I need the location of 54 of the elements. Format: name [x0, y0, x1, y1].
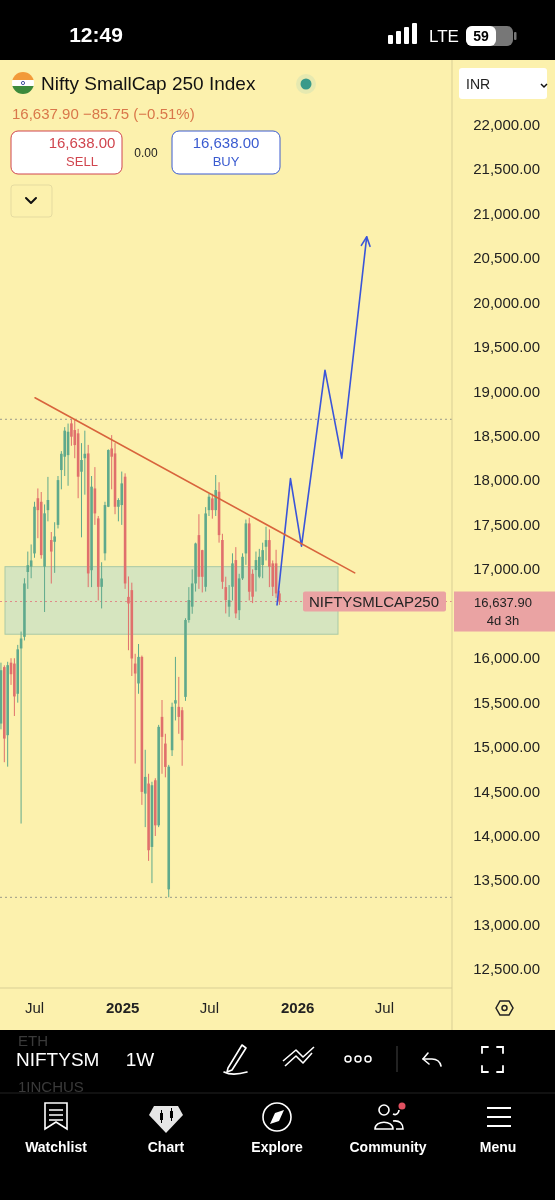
y-tick-label: 12,500.00: [473, 960, 540, 978]
text: Nifty SmallCap 250 Index: [41, 73, 256, 94]
text: 4d 3h: [486, 613, 520, 628]
text: 59: [473, 28, 489, 44]
candlestick: [100, 561, 103, 609]
candlestick: [53, 521, 56, 574]
text: 12:49: [69, 23, 123, 46]
text: Community: [349, 1139, 427, 1155]
y-tick-label: 14,000.00: [473, 827, 540, 844]
text: 16,637.90 −85.75 (−0.51%): [12, 105, 195, 122]
text: INR: [466, 76, 491, 92]
y-tick-label: 17,000.00: [473, 560, 540, 578]
y-tick-label: 19,500.00: [473, 338, 540, 356]
annotation: 16,638.00: [192, 134, 260, 151]
candlestick: [143, 749, 147, 828]
y-tick-label: 17,500.00: [473, 515, 540, 533]
y-tick-label: 18,000.00: [473, 471, 540, 489]
y-tick-label: 20,000.00: [473, 293, 540, 311]
y-tick-label: 13,500.00: [473, 871, 540, 889]
y-tick-label: 15,000.00: [473, 738, 540, 756]
x-tick-label: Jul: [24, 999, 45, 1016]
x-tick-label: 2026: [280, 999, 315, 1016]
x-tick-label: 2025: [106, 999, 140, 1016]
y-tick-label: 20,500.00: [473, 249, 540, 267]
annotation: SELL: [66, 154, 98, 169]
text: Menu: [479, 1139, 517, 1155]
ref-line-label: NIFTYSMLCAP250: [308, 593, 440, 611]
y-tick-label: 15,500.00: [473, 693, 540, 711]
text: Watchlist: [25, 1139, 88, 1155]
x-tick-label: Jul: [374, 999, 395, 1016]
annotation: 0.00: [134, 146, 158, 160]
annotation: BUY: [212, 154, 240, 169]
text: LTE: [429, 27, 459, 46]
candlestick: [214, 474, 217, 517]
x-tick-label: Jul: [199, 999, 220, 1016]
candlestick: [49, 531, 53, 585]
y-tick-label: 19,000.00: [473, 382, 540, 400]
y-tick-label: 18,500.00: [473, 427, 540, 444]
text: 1W: [125, 1049, 155, 1070]
y-tick-label: 14,500.00: [473, 782, 540, 800]
text: 16,637.90: [474, 595, 532, 610]
text: Chart: [147, 1139, 185, 1155]
text: NIFTYSM: [16, 1049, 100, 1070]
text: 1INCHUS: [18, 1078, 84, 1095]
text: ETH: [18, 1032, 48, 1049]
text: Explore: [251, 1139, 303, 1155]
candlestick: [120, 471, 124, 526]
y-tick-label: 13,000.00: [473, 915, 540, 933]
annotation: 16,638.00: [48, 134, 116, 151]
y-tick-label: 21,500.00: [473, 160, 540, 178]
candlestick: [211, 493, 214, 520]
y-tick-label: 16,000.00: [473, 649, 540, 667]
y-tick-label: 21,000.00: [473, 204, 540, 222]
y-tick-label: 22,000.00: [473, 115, 540, 133]
